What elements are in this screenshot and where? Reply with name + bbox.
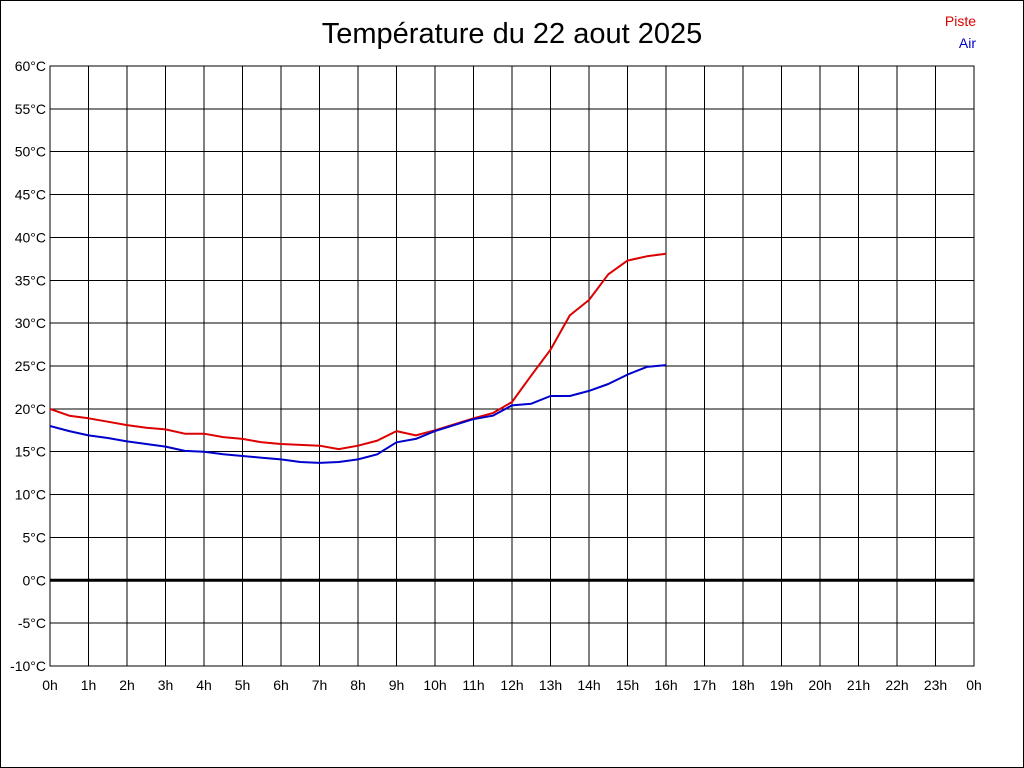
x-tick-label: 17h	[693, 677, 716, 693]
x-tick-label: 14h	[577, 677, 600, 693]
x-tick-label: 16h	[654, 677, 677, 693]
y-tick-label: 20°C	[15, 401, 46, 417]
x-tick-label: 4h	[196, 677, 212, 693]
y-tick-label: 55°C	[15, 101, 46, 117]
x-tick-label: 15h	[616, 677, 639, 693]
x-tick-label: 11h	[462, 677, 484, 693]
x-tick-label: 0h	[966, 677, 982, 693]
y-tick-label: -5°C	[18, 615, 46, 631]
y-tick-label: 50°C	[15, 144, 46, 160]
y-axis-ticks: -10°C -5°C 0°C 5°C 10°C 15°C 20°C 25°C 30°C 35°C 4…	[10, 58, 46, 674]
y-tick-label: 45°C	[15, 187, 46, 203]
x-tick-label: 13h	[539, 677, 562, 693]
y-tick-label: 60°C	[15, 58, 46, 74]
x-tick-label: 2h	[119, 677, 135, 693]
legend-item-piste: Piste	[944, 13, 976, 29]
x-tick-label: 23h	[924, 677, 947, 693]
x-tick-label: 12h	[500, 677, 523, 693]
x-tick-label: 20h	[808, 677, 831, 693]
y-tick-label: -10°C	[10, 658, 46, 674]
x-tick-label: 18h	[731, 677, 754, 693]
legend-item-air: Air	[958, 35, 976, 51]
y-tick-label: 35°C	[15, 272, 46, 288]
x-tick-label: 3h	[158, 677, 174, 693]
series-layer	[49, 252, 667, 464]
x-tick-label: 19h	[770, 677, 793, 693]
x-tick-label: 7h	[312, 677, 328, 693]
chart-title: Température du 22 aout 2025	[321, 18, 703, 50]
y-tick-label: 0°C	[23, 572, 47, 588]
x-tick-label: 1h	[81, 677, 97, 693]
x-tick-label: 9h	[389, 677, 405, 693]
y-tick-label: 30°C	[15, 315, 46, 331]
x-tick-label: 0h	[42, 677, 58, 693]
series-line-air	[49, 364, 667, 464]
series-line-piste	[49, 252, 667, 451]
x-tick-label: 5h	[235, 677, 251, 693]
y-tick-label: 25°C	[15, 358, 46, 374]
x-tick-label: 8h	[350, 677, 366, 693]
x-axis-ticks: 0h 1h 2h 3h 4h 5h 6h 7h 8h 9h 10h 11h 12h 13h 14h 15h 16…	[42, 677, 982, 693]
grid	[49, 65, 975, 667]
y-tick-label: 10°C	[15, 487, 46, 503]
y-tick-label: 15°C	[15, 444, 46, 460]
y-tick-label: 5°C	[23, 529, 47, 545]
x-tick-label: 22h	[885, 677, 908, 693]
x-tick-label: 6h	[273, 677, 289, 693]
x-tick-label: 21h	[847, 677, 870, 693]
y-tick-label: 40°C	[15, 229, 46, 245]
x-tick-label: 10h	[423, 677, 446, 693]
